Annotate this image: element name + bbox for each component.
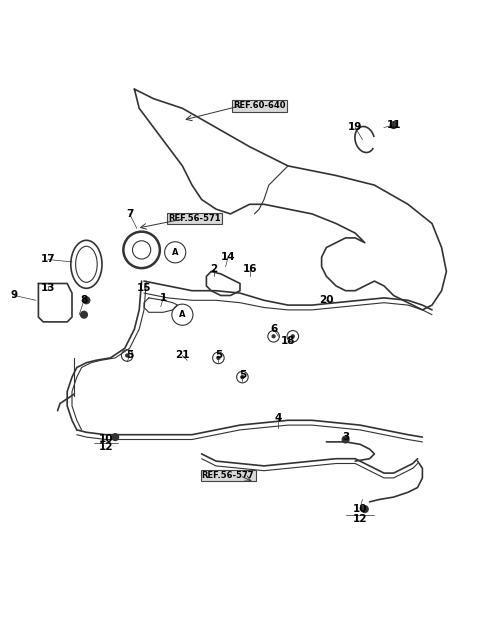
Text: 10: 10 [353,504,367,514]
Text: A: A [179,310,186,320]
Text: 12: 12 [353,514,367,524]
Text: 10: 10 [98,435,113,445]
Text: 19: 19 [348,123,362,132]
Text: 9: 9 [11,291,18,300]
Circle shape [361,505,368,512]
Text: 5: 5 [126,351,133,360]
Text: 16: 16 [242,264,257,274]
Circle shape [241,376,244,378]
Text: 5: 5 [239,370,246,380]
Text: 6: 6 [270,324,277,334]
Text: REF.60-640: REF.60-640 [233,102,286,111]
Text: REF.56-577: REF.56-577 [202,471,254,480]
Text: 5: 5 [215,351,222,360]
Circle shape [291,335,294,338]
Text: 3: 3 [342,432,349,442]
Text: 21: 21 [175,351,190,360]
Circle shape [126,354,129,357]
Circle shape [112,434,119,440]
Text: 7: 7 [126,209,133,219]
Circle shape [217,357,220,359]
Text: A: A [172,248,179,257]
Text: 18: 18 [281,336,295,346]
Text: 13: 13 [41,283,55,293]
Circle shape [83,297,90,304]
Text: 2: 2 [210,264,217,274]
Text: 8: 8 [80,295,88,305]
Text: 4: 4 [275,413,282,423]
Text: 11: 11 [386,120,401,130]
Circle shape [81,311,87,318]
Text: 20: 20 [319,295,334,305]
Circle shape [272,335,275,338]
Text: 1: 1 [159,293,167,303]
Text: REF.56-571: REF.56-571 [168,214,221,223]
Circle shape [390,122,397,128]
Text: 14: 14 [221,252,235,262]
Text: 17: 17 [41,254,55,265]
Text: 12: 12 [98,442,113,452]
Circle shape [342,436,349,443]
Text: 15: 15 [137,283,151,293]
